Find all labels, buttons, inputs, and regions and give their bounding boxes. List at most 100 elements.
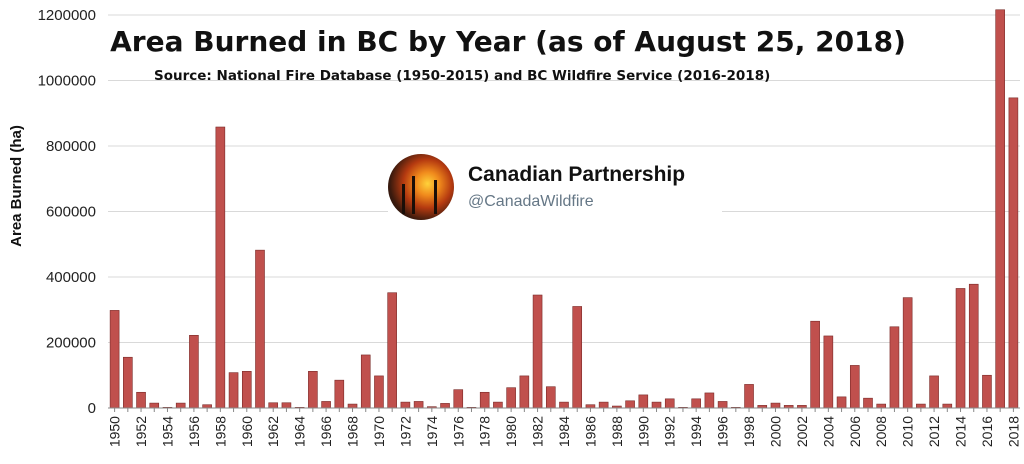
bar-2005 [836,396,847,409]
bar-2003 [810,320,820,409]
x-tick-label: 2014 [953,416,969,447]
x-axis-ticks: 1950 1952 1954 1956 1958 1960 1962 1964 1966 1968… [107,408,1021,447]
bar-1992 [664,398,675,409]
y-axis-ticks: 0 200000 400000 600000 800000 1000000 1200000 [38,7,96,417]
bar-1950 [109,310,120,409]
x-tick-label: 1984 [556,416,572,447]
twitter-watermark: Canadian Partnership @CanadaWildfire [388,150,722,224]
bar-1959 [228,372,239,409]
y-tick-label: 0 [88,400,96,417]
x-tick-label: 1962 [265,416,281,447]
bar-1958 [215,126,226,409]
y-tick-label: 800000 [46,138,96,155]
bar-2004 [823,335,834,409]
bar-1991 [651,401,662,409]
bar-1963 [281,402,292,409]
bar-2013 [942,403,953,409]
x-tick-label: 1990 [635,416,651,447]
x-tick-label: 1996 [715,416,731,447]
x-tick-label: 1974 [424,416,440,447]
bar-1972 [400,401,411,409]
bar-1971 [387,292,397,409]
account-name: Canadian Partnership [468,163,686,186]
x-tick-label: 1976 [450,416,466,447]
x-tick-label: 1986 [582,416,598,447]
bar-2007 [863,397,873,409]
wildfire-avatar-icon [388,154,454,220]
x-tick-label: 1998 [741,416,757,447]
bar-1970 [374,375,384,409]
bar-1961 [255,249,265,409]
x-tick-label: 2010 [900,416,916,447]
bar-1979 [493,401,503,409]
x-tick-label: 2008 [873,416,889,447]
x-tick-label: 1988 [609,416,625,447]
bar-2017 [995,9,1005,409]
y-tick-label: 1000000 [38,73,96,90]
x-tick-label: 1970 [371,416,387,447]
bar-2000 [770,402,781,409]
bar-1968 [347,403,358,409]
bar-1983 [545,386,556,409]
bar-1969 [360,354,371,409]
bar-1952 [136,391,146,409]
x-tick-label: 1950 [107,416,123,447]
bar-1998 [744,384,754,409]
bar-1960 [241,371,252,409]
bar-1951 [123,356,133,409]
bar-1994 [691,398,701,409]
y-tick-label: 600000 [46,204,96,221]
y-axis-title: Area Burned (ha) [8,125,25,247]
y-tick-label: 400000 [46,269,96,286]
x-tick-label: 2016 [979,416,995,447]
x-tick-label: 1992 [662,416,678,447]
y-tick-label: 200000 [46,335,96,352]
bar-1980 [506,387,516,409]
bar-1978 [479,391,490,409]
bar-1956 [189,334,199,409]
x-tick-label: 2018 [1005,416,1021,447]
bar-1985 [572,306,583,409]
x-tick-label: 1960 [239,416,255,447]
bar-2016 [982,374,992,409]
x-tick-label: 1968 [345,416,361,447]
bar-2018 [1008,97,1019,409]
x-tick-label: 1952 [133,416,149,447]
bar-2008 [876,403,887,409]
bar-1973 [413,401,424,409]
x-tick-label: 2002 [794,416,810,447]
bar-1996 [717,401,728,409]
bar-1982 [532,294,543,409]
x-tick-label: 1964 [292,416,308,447]
x-tick-label: 1954 [159,416,175,447]
bar-1976 [453,389,464,409]
chart-subtitle: Source: National Fire Database (1950-201… [154,68,770,84]
x-tick-label: 2012 [926,416,942,447]
x-tick-label: 2004 [820,416,836,447]
x-tick-label: 1958 [212,416,228,447]
bar-2012 [929,375,939,409]
x-tick-label: 1994 [688,416,704,447]
bar-2011 [916,403,926,409]
x-tick-label: 1980 [503,416,519,447]
x-tick-label: 2000 [767,416,783,447]
bar-2006 [849,365,860,409]
bar-2014 [955,288,966,409]
bar-1953 [149,402,160,409]
bar-1995 [704,392,715,409]
bar-1965 [308,371,318,409]
bar-1987 [598,401,609,409]
x-tick-label: 2006 [847,416,863,447]
bar-2009 [889,326,900,409]
x-tick-label: 1972 [397,416,413,447]
bar-1990 [638,394,649,409]
x-tick-label: 1966 [318,416,334,447]
bar-2015 [968,283,979,409]
bar-1981 [519,375,530,409]
chart-title: Area Burned in BC by Year (as of August … [110,25,906,58]
bar-1962 [268,402,279,409]
x-tick-label: 1978 [477,416,493,447]
bar-1984 [559,401,569,409]
account-handle: @CanadaWildfire [468,193,594,210]
